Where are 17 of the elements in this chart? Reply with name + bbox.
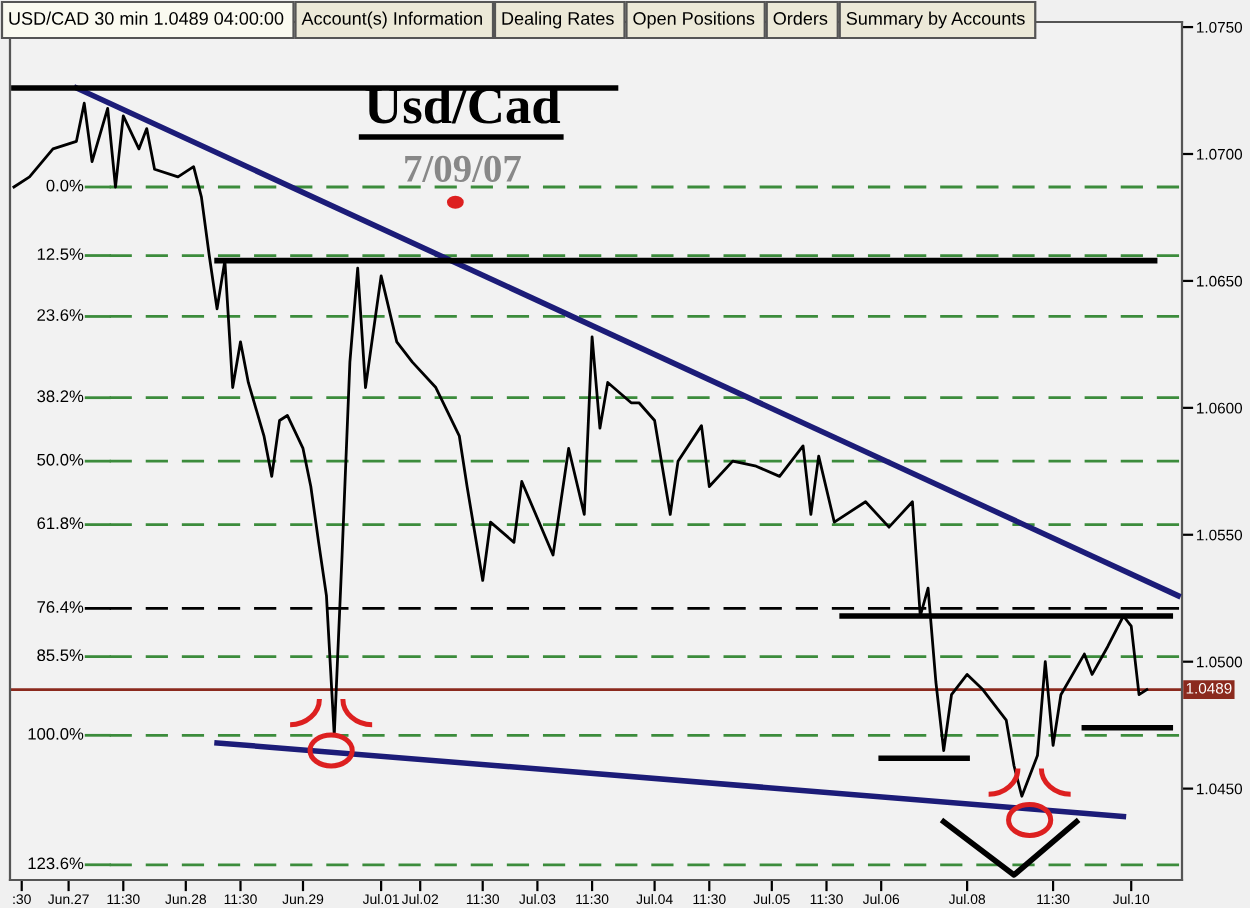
annotation: 50.0% — [37, 453, 84, 466]
annotation: Dealing Rates — [502, 11, 614, 29]
annotation: 23.6% — [37, 309, 84, 321]
annotation: 85.5% — [37, 649, 84, 662]
annotation: 76.4% — [37, 601, 84, 613]
annotation: Account(s) Information — [301, 11, 482, 29]
annotation: Summary by Accounts — [846, 11, 1025, 29]
annotation: 12.5% — [37, 248, 84, 261]
annotation: Orders — [773, 11, 828, 25]
annotation: 38.2% — [37, 390, 84, 403]
text: 7/09/07 — [405, 155, 521, 182]
annotation: 123.6% — [28, 857, 84, 870]
annotation: Open Positions — [633, 11, 755, 29]
annotation: 100.0% — [28, 727, 84, 740]
annotation: 61.8% — [37, 517, 84, 530]
annotation: 0.0% — [46, 179, 84, 192]
annotation: USD/CAD 30 min 1.0489 04:00:00 — [9, 11, 284, 25]
